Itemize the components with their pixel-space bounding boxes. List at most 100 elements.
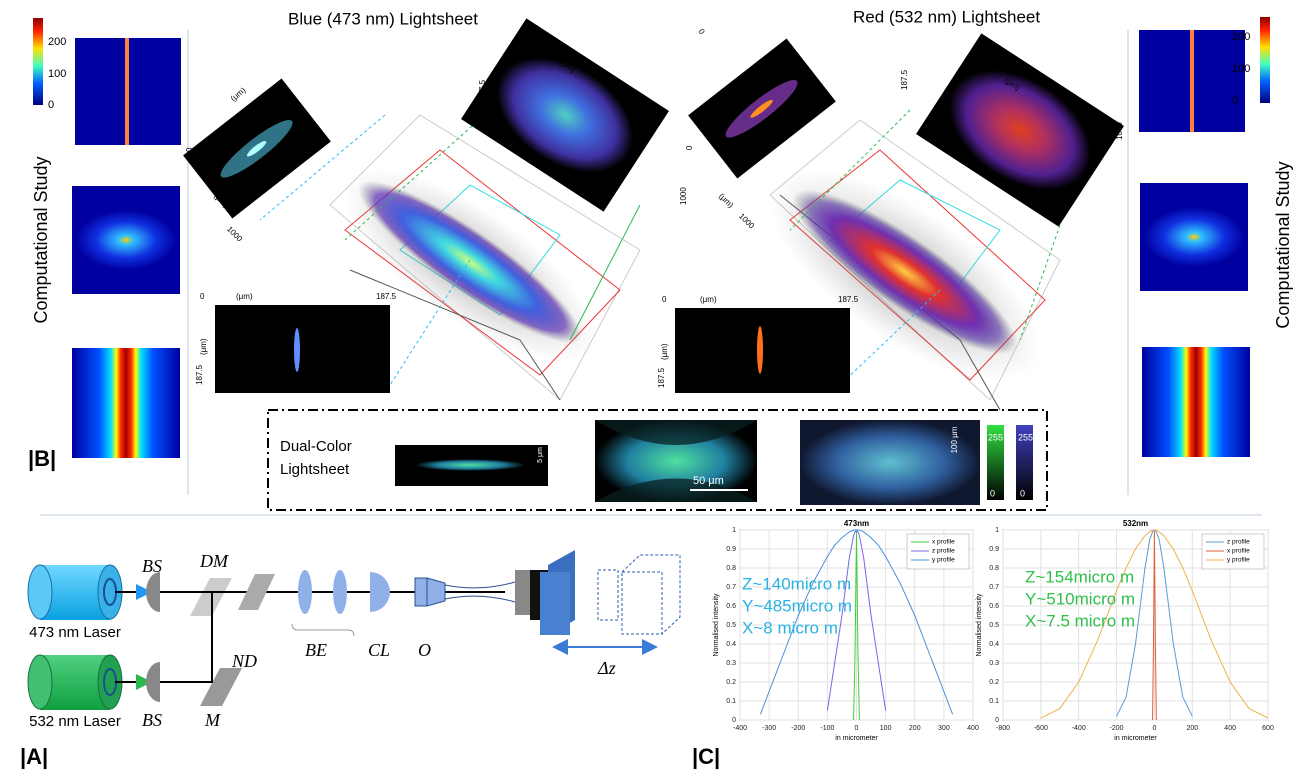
label: (μm) bbox=[199, 338, 208, 355]
label: 1000 bbox=[679, 187, 688, 205]
label: 1000 bbox=[737, 212, 756, 231]
y-tick-label: 0.8 bbox=[726, 565, 736, 572]
sim-beam bbox=[125, 38, 129, 145]
label: 0 bbox=[185, 147, 194, 152]
label: 532 nm Laser bbox=[29, 713, 121, 730]
label: 473 nm Laser bbox=[29, 624, 121, 641]
label: 0 bbox=[990, 488, 995, 498]
label: 5 μm bbox=[537, 447, 544, 463]
legend-label: z profile bbox=[932, 548, 955, 555]
label: 0 bbox=[662, 295, 667, 304]
label: 50 μm bbox=[693, 475, 724, 487]
x-tick-label: 600 bbox=[1262, 725, 1274, 732]
optic-label: Δz bbox=[597, 658, 616, 678]
label: Dual-Color bbox=[280, 438, 352, 455]
optic-label: ND bbox=[231, 651, 257, 671]
annotation: Z~154micro m bbox=[1025, 567, 1134, 586]
x-axis-label: in micrometer bbox=[1114, 735, 1157, 742]
label: 0 bbox=[48, 99, 54, 111]
y-tick-label: 0.2 bbox=[989, 679, 999, 686]
red-xy-beam bbox=[757, 326, 763, 374]
x-tick-label: 300 bbox=[938, 725, 950, 732]
label: 0 bbox=[1232, 95, 1238, 107]
x-tick-label: 0 bbox=[1152, 725, 1156, 732]
y-tick-label: 1 bbox=[732, 527, 736, 534]
label: Computational Study bbox=[1273, 161, 1293, 328]
y-tick-label: 0.7 bbox=[726, 584, 736, 591]
x-tick-label: 100 bbox=[880, 725, 892, 732]
label: Blue (473 nm) Lightsheet bbox=[288, 9, 478, 28]
chart-title: 473nm bbox=[844, 519, 869, 528]
label: 187.5 bbox=[838, 295, 859, 304]
annotation: X~7.5 micro m bbox=[1025, 611, 1135, 630]
red-side-view bbox=[688, 38, 836, 178]
sim-image bbox=[72, 348, 180, 458]
label: 200 bbox=[48, 36, 66, 48]
sim-image bbox=[1142, 347, 1250, 457]
y-tick-label: 0.9 bbox=[726, 546, 736, 553]
x-axis-label: in micrometer bbox=[835, 735, 878, 742]
y-tick-label: 0.4 bbox=[726, 641, 736, 648]
label: 187.5 bbox=[657, 367, 666, 388]
y-axis-label: Normalised intensity bbox=[713, 593, 720, 657]
label: (μm) bbox=[236, 292, 253, 301]
label: |C| bbox=[692, 744, 720, 769]
label: Computational Study bbox=[31, 156, 51, 323]
legend-label: y profile bbox=[1227, 557, 1250, 564]
y-tick-label: 0 bbox=[732, 717, 736, 724]
x-tick-label: -800 bbox=[996, 725, 1010, 732]
legend-label: z profile bbox=[1227, 539, 1250, 546]
label: 100 bbox=[1232, 63, 1250, 75]
sim-beam bbox=[1190, 30, 1194, 132]
colorbar bbox=[33, 18, 43, 105]
label: (μm) bbox=[229, 85, 248, 103]
chart-title: 532nm bbox=[1123, 519, 1148, 528]
dual-beam bbox=[415, 459, 525, 471]
x-tick-label: 200 bbox=[1186, 725, 1198, 732]
x-tick-label: -400 bbox=[1072, 725, 1086, 732]
y-tick-label: 0.5 bbox=[989, 622, 999, 629]
optic-label: DM bbox=[199, 551, 229, 571]
label: Red (532 nm) Lightsheet bbox=[853, 7, 1040, 26]
x-tick-label: 200 bbox=[909, 725, 921, 732]
x-tick-label: -600 bbox=[1034, 725, 1048, 732]
label: 1000 bbox=[225, 225, 244, 244]
optic-label: BE bbox=[305, 640, 327, 660]
y-axis-label: Normalised intensity bbox=[976, 593, 983, 657]
y-tick-label: 0.6 bbox=[726, 603, 736, 610]
sim-beam bbox=[76, 210, 176, 270]
blue-top-view bbox=[461, 18, 669, 211]
label: 187.5 bbox=[900, 69, 909, 90]
colorbar bbox=[1260, 17, 1270, 103]
label: |B| bbox=[28, 446, 56, 471]
x-tick-label: 0 bbox=[855, 725, 859, 732]
x-tick-label: -200 bbox=[791, 725, 805, 732]
label: 187.5 bbox=[376, 292, 397, 301]
y-tick-label: 0 bbox=[995, 717, 999, 724]
x-tick-label: 400 bbox=[1224, 725, 1236, 732]
optic-label: BS bbox=[142, 710, 162, 730]
blue-xy-view bbox=[215, 305, 390, 393]
y-tick-label: 0.7 bbox=[989, 584, 999, 591]
y-tick-label: 0.6 bbox=[989, 603, 999, 610]
label: 100 μm bbox=[950, 426, 959, 453]
blue-side-view bbox=[183, 78, 331, 218]
label: 255 bbox=[1018, 432, 1033, 442]
x-tick-label: -400 bbox=[733, 725, 747, 732]
label: (μm) bbox=[717, 192, 735, 210]
sim-beam bbox=[1144, 207, 1244, 267]
label: (μm) bbox=[700, 295, 717, 304]
optic-label: CL bbox=[368, 640, 390, 660]
y-tick-label: 0.2 bbox=[726, 679, 736, 686]
label: 1000 bbox=[1115, 122, 1124, 140]
annotation: X~8 micro m bbox=[742, 618, 838, 637]
label: Lightsheet bbox=[280, 461, 350, 478]
annotation: Z~140micro m bbox=[742, 574, 851, 593]
label: 0 bbox=[697, 27, 707, 36]
red-top-view bbox=[916, 33, 1124, 226]
label: 0 bbox=[1020, 488, 1025, 498]
y-tick-label: 1 bbox=[995, 527, 999, 534]
y-tick-label: 0.8 bbox=[989, 565, 999, 572]
y-tick-label: 0.5 bbox=[726, 622, 736, 629]
y-tick-label: 0.3 bbox=[726, 660, 736, 667]
